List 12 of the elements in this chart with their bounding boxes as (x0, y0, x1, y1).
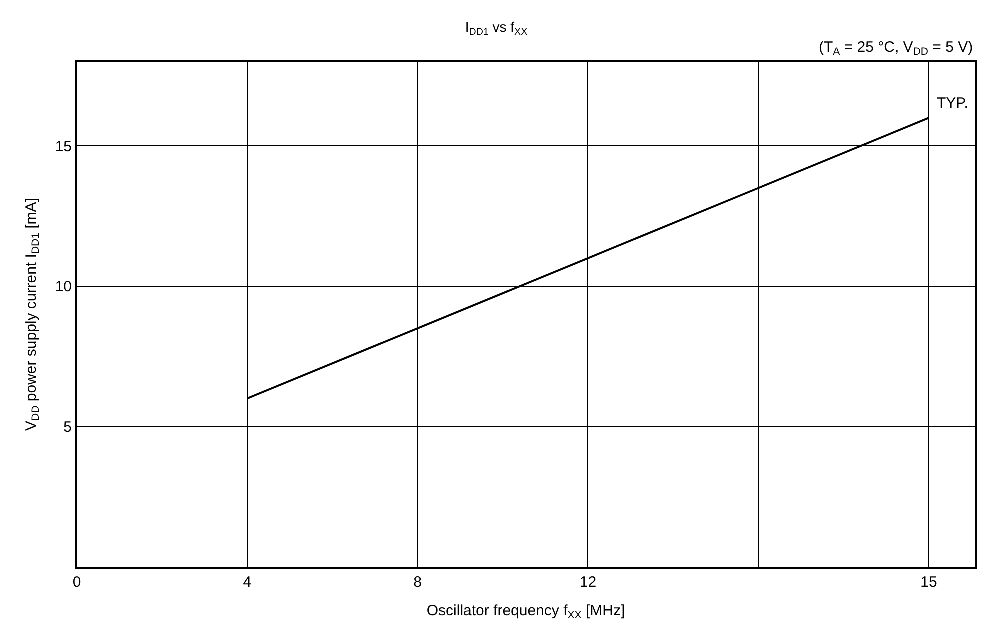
y-tick-label: 15 (55, 138, 72, 156)
y-tick-label: 5 (64, 418, 72, 436)
chart-title: I$_{DD1}$ vs f$_{XX}$ (465, 18, 528, 38)
x-tick-label: 4 (243, 574, 252, 591)
x-axis-title: Oscillator frequency f$_{XX}$ [MHz] (426, 602, 626, 622)
x-tick-label: 12 (580, 574, 597, 591)
x-tick-label: 8 (414, 574, 422, 591)
x-tick-label: 15 (920, 574, 938, 591)
x-tick-label: 0 (72, 574, 82, 591)
chart-subtitle: (T$_{A}$ = 25 °C, V$_{DD}$ = 5 V) (819, 39, 974, 58)
y-tick-label: 10 (55, 278, 72, 296)
annotation: TYP. (937, 95, 968, 112)
